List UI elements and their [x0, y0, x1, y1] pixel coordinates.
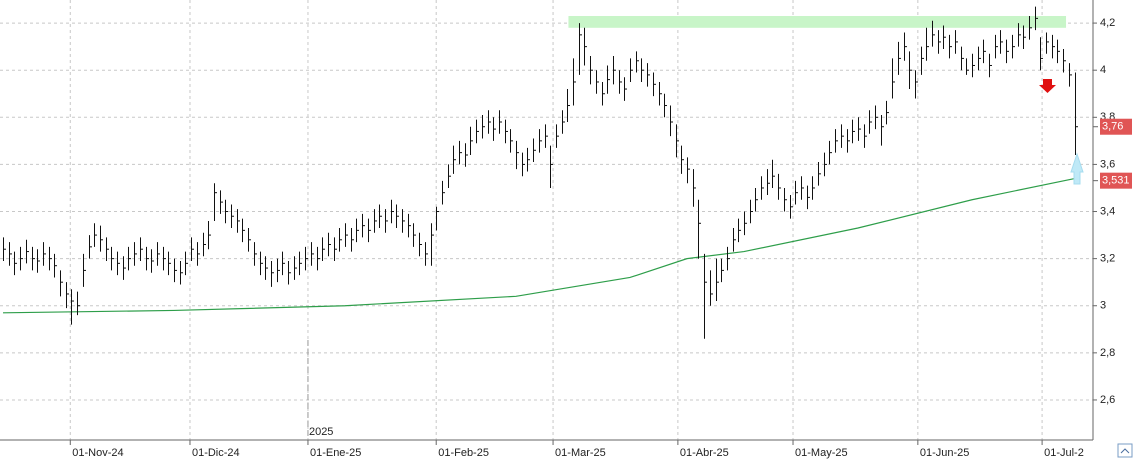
x-tick-label: 01-Nov-24 [72, 447, 123, 459]
price-label-box [1100, 118, 1132, 135]
x-tick-label: 01-Jul-2 [1044, 447, 1084, 459]
y-tick-label: 2,6 [1100, 394, 1115, 406]
plot [3, 6, 1084, 339]
x-tick-label: 01-Mar-25 [555, 447, 606, 459]
year-marker-label: 2025 [309, 426, 333, 438]
grid [0, 0, 1093, 440]
resistance-band [568, 16, 1067, 28]
y-tick-label: 4 [1100, 64, 1106, 76]
up-arrow [1070, 152, 1084, 185]
y-tick-label: 4,2 [1100, 17, 1115, 29]
x-tick-label: 01-Ene-25 [310, 447, 361, 459]
x-tick-label: 01-May-25 [795, 447, 848, 459]
down-arrow [1039, 79, 1056, 93]
x-tick-label: 01-Feb-25 [438, 447, 489, 459]
price-label: 3,76 [1102, 121, 1123, 133]
y-tick-label: 2,8 [1100, 347, 1115, 359]
y-tick-label: 3,4 [1100, 205, 1115, 217]
moving-average [3, 177, 1075, 314]
y-tick-label: 3,6 [1100, 158, 1115, 170]
price-label-box [1100, 172, 1132, 189]
price-label: 3,531 [1102, 175, 1130, 187]
scroll-icon [1120, 448, 1130, 454]
scroll-button[interactable] [1117, 443, 1133, 458]
x-tick-label: 01-Dic-24 [192, 447, 240, 459]
x-tick-label: 01-Jun-25 [920, 447, 970, 459]
x-tick-label: 01-Abr-25 [680, 447, 729, 459]
y-tick-label: 3 [1100, 300, 1106, 312]
y-tick-label: 3,2 [1100, 253, 1115, 265]
